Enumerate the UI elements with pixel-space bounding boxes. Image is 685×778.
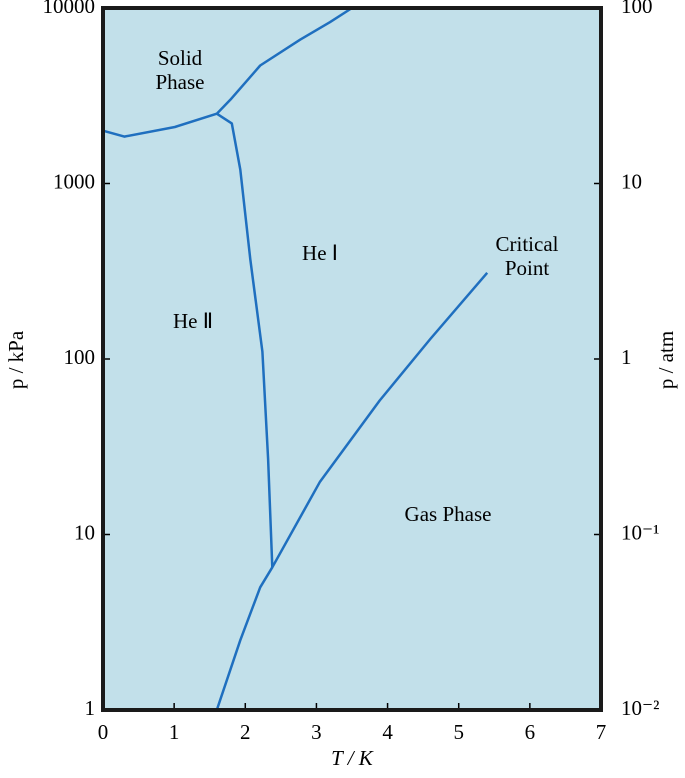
annotation: Gas Phase [405,502,492,526]
annotation: Point [505,256,550,280]
x-tick-label: 2 [240,720,251,744]
y2-tick-label: 10 [621,169,642,193]
x-axis-label: T / K [331,746,374,770]
y2-tick-label: 1 [621,345,632,369]
y-tick-label: 1000 [53,169,95,193]
y-tick-label: 10 [74,520,95,544]
x-tick-label: 4 [382,720,393,744]
x-tick-label: 5 [453,720,464,744]
annotation: He Ⅱ [173,309,213,333]
annotation: Critical [496,232,559,256]
x-tick-label: 7 [596,720,607,744]
y2-tick-label: 100 [621,0,653,18]
plot-area [103,8,601,710]
plot-frame [101,6,603,712]
y-axis-label: p / kPa [4,330,28,389]
annotation: Solid [158,46,203,70]
y2-tick-label: 10⁻¹ [621,520,659,544]
phase-boundary [215,271,489,711]
x-tick-label: 3 [311,720,322,744]
x-tick-label: 1 [169,720,180,744]
y-tick-label: 100 [64,345,96,369]
phase-boundary [216,112,274,568]
phase-boundary [102,6,353,138]
x-tick-label: 6 [525,720,536,744]
annotation: He Ⅰ [302,241,338,265]
x-tick-label: 0 [98,720,109,744]
y-tick-label: 10000 [43,0,96,18]
y-tick-label: 1 [85,696,96,720]
y2-axis-label: p / atm [654,331,678,389]
y2-tick-label: 10⁻² [621,696,659,720]
annotation: Phase [156,70,205,94]
